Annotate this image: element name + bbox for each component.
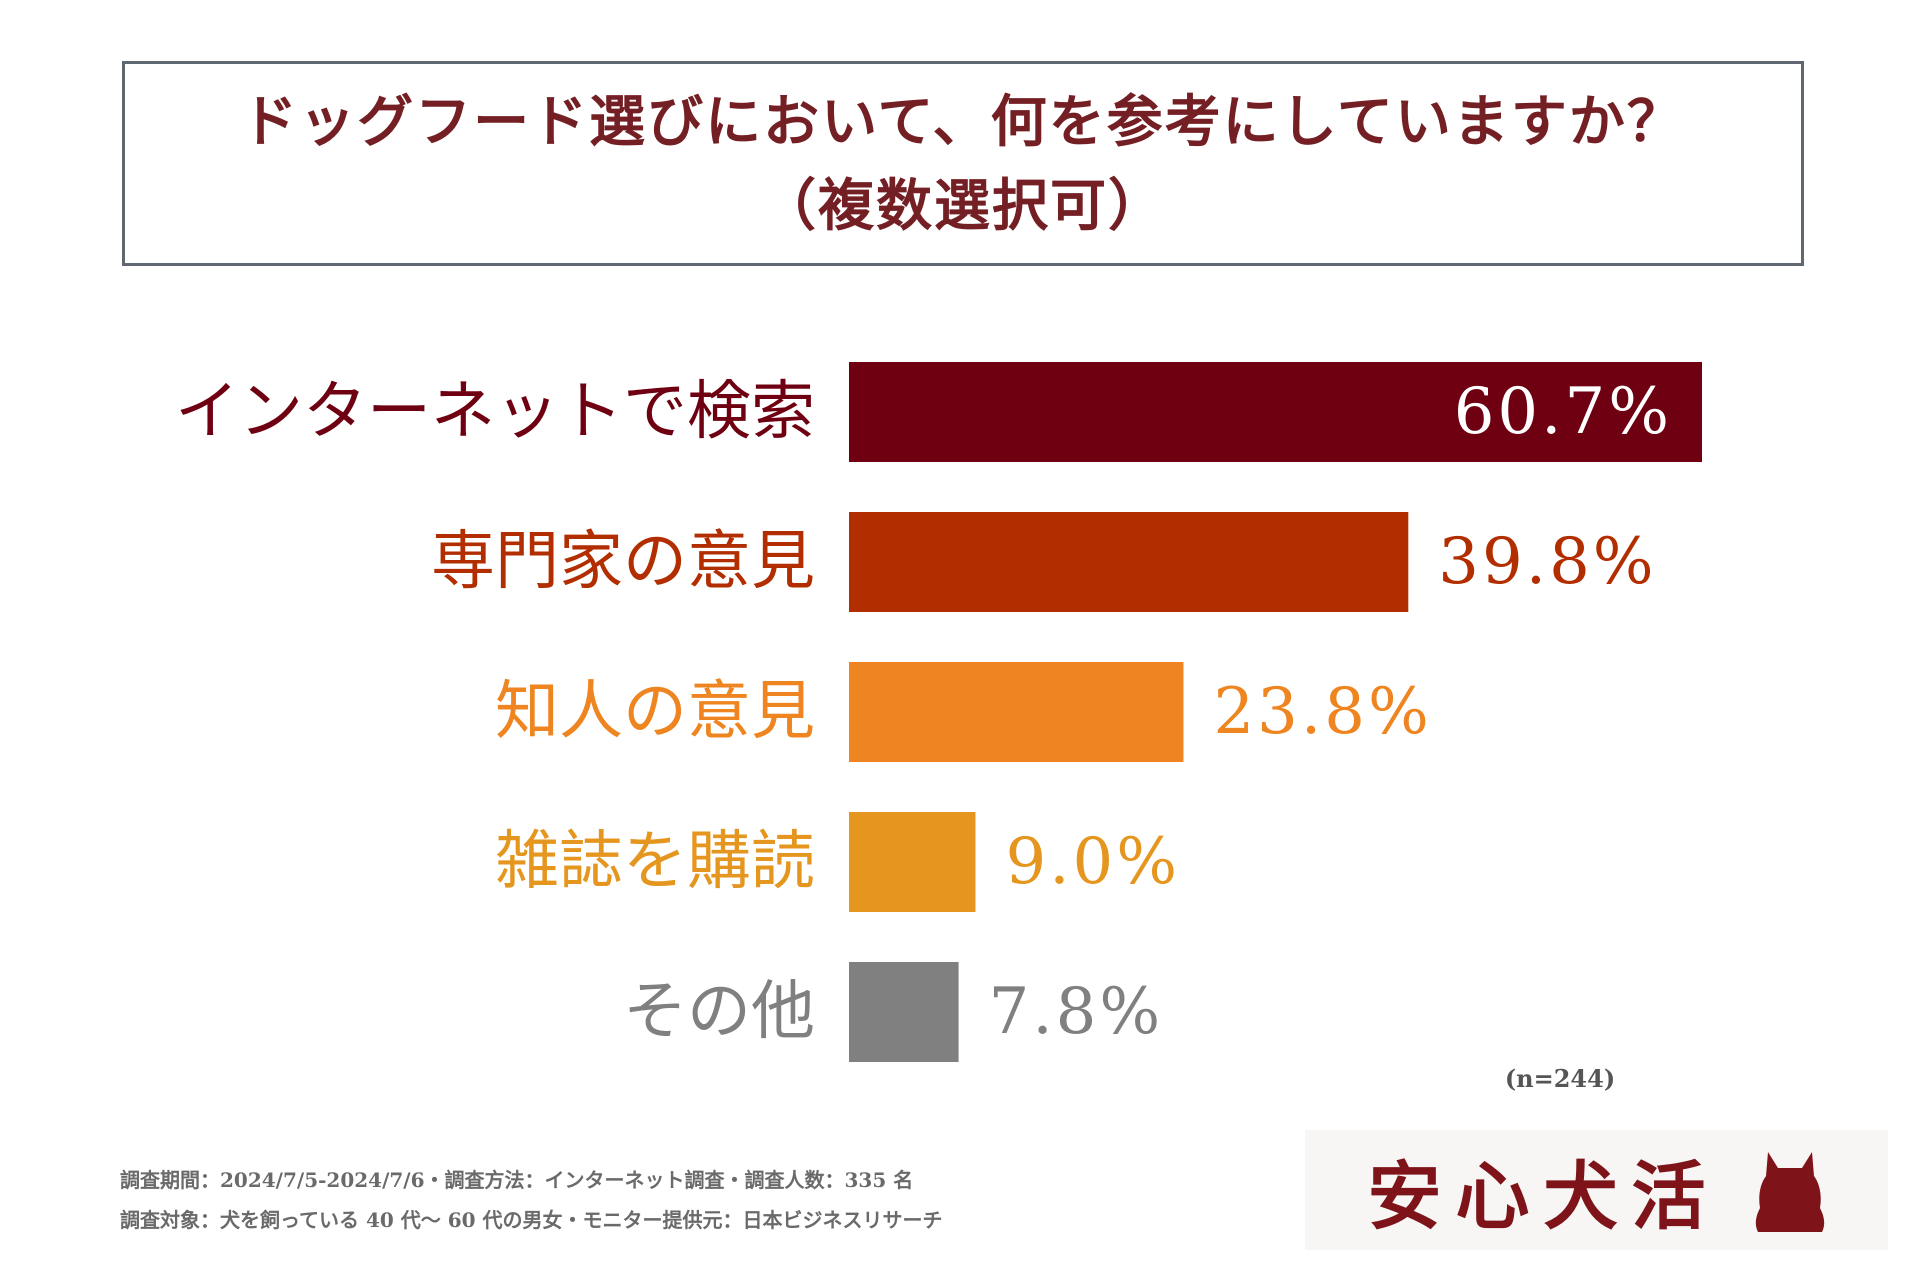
category-label-3: 知人の意見	[495, 675, 815, 749]
chart-subtitle: （複数選択可）	[760, 172, 1166, 239]
bar-2	[849, 512, 1409, 612]
bar-3	[849, 662, 1184, 762]
sample-size: (n=244)	[1504, 1064, 1616, 1093]
bar-5	[849, 962, 959, 1062]
category-label-4: 雑誌を購読	[495, 825, 815, 899]
dog-icon	[1755, 1152, 1824, 1232]
category-label-1: インターネットで検索	[175, 375, 815, 449]
survey-period-note: 調査期間：2024/7/5-2024/7/6・調査方法：インターネット調査・調査…	[120, 1168, 914, 1192]
category-label-5: その他	[623, 975, 815, 1049]
title-box: ドッグフード選びにおいて、何を参考にしていますか？ （複数選択可）	[122, 61, 1804, 266]
value-label-3: 23.8%	[1213, 675, 1431, 749]
brand-logo: 安心犬活	[1305, 1130, 1888, 1250]
value-label-2: 39.8%	[1438, 525, 1656, 599]
bar-1	[849, 362, 1702, 462]
bar-4	[849, 812, 976, 912]
value-label-1: 60.7%	[1454, 375, 1672, 449]
value-label-4: 9.0%	[1005, 825, 1180, 899]
chart-title: ドッグフード選びにおいて、何を参考にしていますか？	[241, 88, 1685, 155]
bar-chart: インターネットで検索 60.7% 専門家の意見 39.8% 知人の意見 23.8% 雑誌を購…	[175, 362, 1702, 1062]
category-label-2: 専門家の意見	[431, 525, 815, 599]
value-label-5: 7.8%	[989, 975, 1164, 1049]
brand-name: 安心犬活	[1367, 1153, 1720, 1240]
survey-target-note: 調査対象：犬を飼っている 40 代～ 60 代の男女・モニター提供元：日本ビジネ…	[120, 1208, 943, 1232]
